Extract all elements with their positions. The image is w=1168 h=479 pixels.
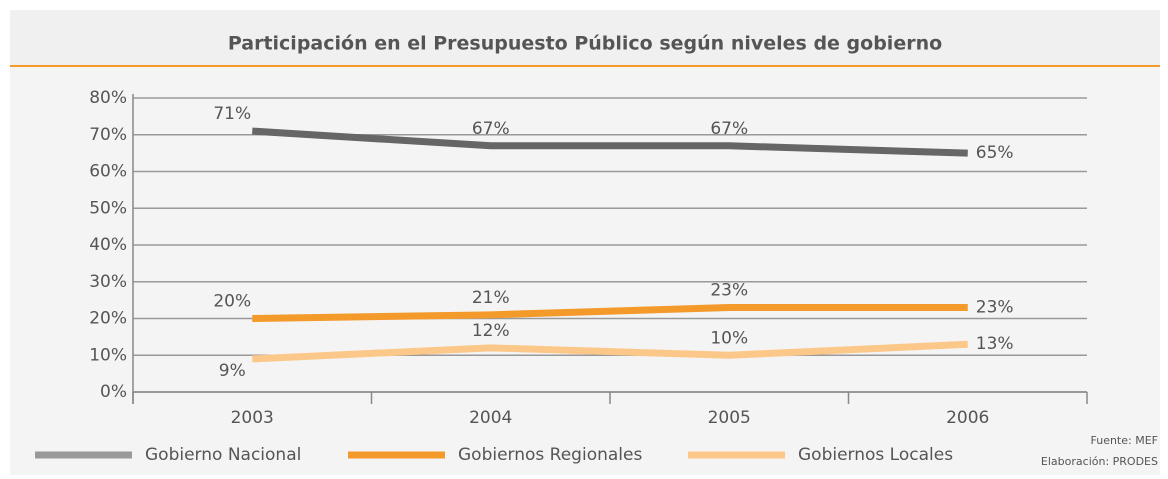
line — [252, 303, 968, 322]
background — [10, 10, 1160, 475]
line — [252, 127, 968, 157]
data-label: 12% — [472, 321, 510, 341]
data-label: 20% — [213, 292, 251, 312]
data-label: 13% — [976, 334, 1014, 354]
y-tick-label: 10% — [89, 345, 127, 365]
line — [252, 340, 968, 363]
data-label: 23% — [976, 297, 1014, 317]
y-tick-label: 0% — [100, 382, 127, 402]
data-label: 9% — [219, 361, 246, 381]
y-tick-label: 50% — [89, 198, 127, 218]
source: Fuente: MEF — [1091, 434, 1159, 447]
y-tick-label: 60% — [89, 162, 127, 182]
y-tick-label: 70% — [89, 125, 127, 145]
x-tick-label: 2006 — [946, 408, 989, 428]
x-tick-label: 2004 — [469, 408, 512, 428]
data-label: 23% — [710, 280, 748, 300]
legend-label: Gobiernos Locales — [798, 445, 953, 465]
legend-label: Gobierno Nacional — [145, 445, 301, 465]
x-tick-label: 2005 — [708, 408, 751, 428]
title-band — [10, 10, 1160, 66]
data-label: 67% — [710, 119, 748, 139]
data-label: 71% — [213, 104, 251, 124]
data-label: 65% — [976, 143, 1014, 163]
y-tick-label: 80% — [89, 88, 127, 108]
y-tick-label: 30% — [89, 272, 127, 292]
data-label: 67% — [472, 119, 510, 139]
y-tick-label: 20% — [89, 309, 127, 329]
x-tick-label: 2003 — [231, 408, 274, 428]
source: Elaboración: PRODES — [1041, 455, 1158, 468]
y-tick-label: 40% — [89, 235, 127, 255]
chart-title: Participación en el Presupuesto Público … — [228, 33, 942, 55]
data-label: 10% — [710, 328, 748, 348]
data-label: 21% — [472, 288, 510, 308]
legend-label: Gobiernos Regionales — [458, 445, 642, 465]
